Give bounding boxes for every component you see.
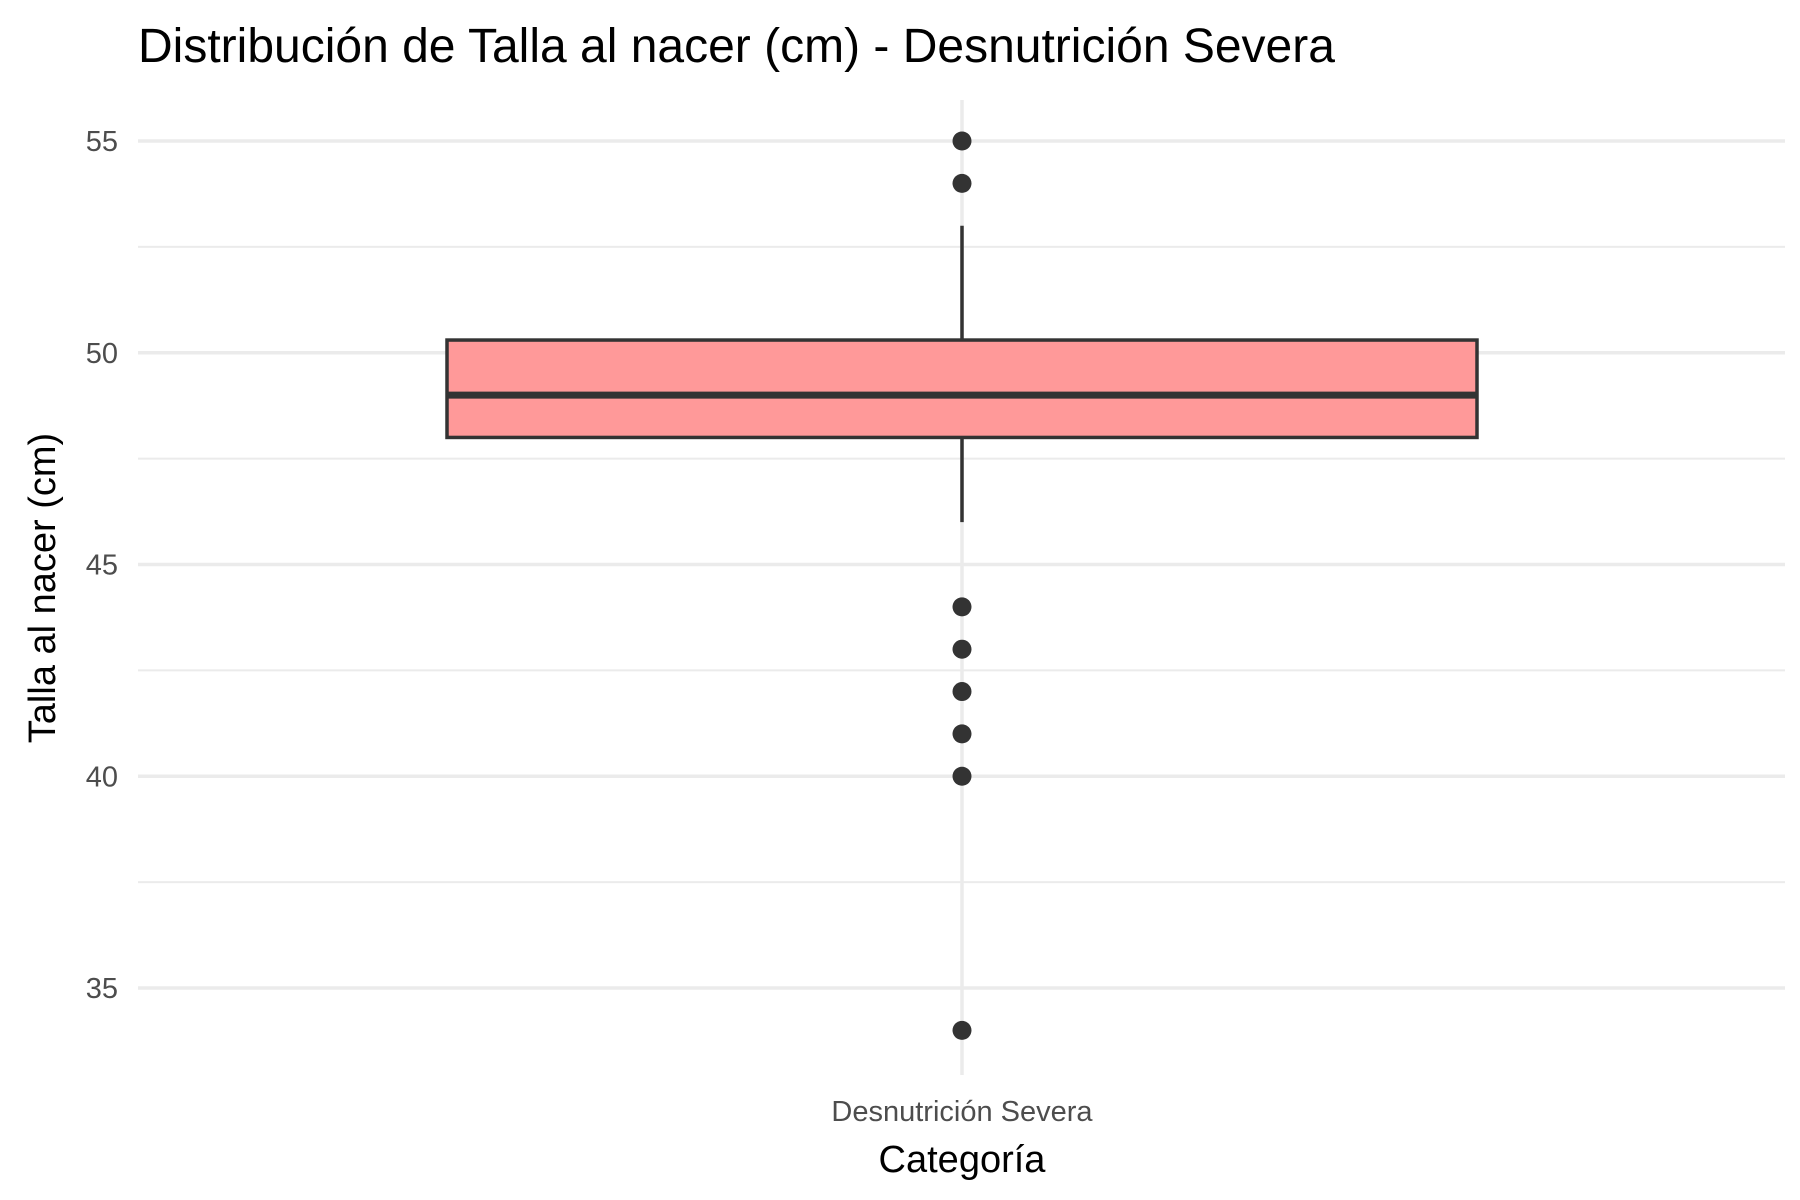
- outlier-point: [952, 597, 972, 617]
- outlier-points: [952, 131, 972, 1040]
- y-tick-label: 35: [86, 973, 118, 1005]
- y-tick-label: 55: [86, 126, 118, 158]
- chart-title: Distribución de Talla al nacer (cm) - De…: [138, 20, 1335, 73]
- y-tick-label: 40: [86, 761, 118, 793]
- outlier-point: [952, 639, 972, 659]
- y-tick-label: 45: [86, 550, 118, 582]
- y-axis-title: Talla al nacer (cm): [22, 433, 64, 743]
- outlier-point: [952, 682, 972, 702]
- outlier-point: [952, 724, 972, 744]
- outlier-point: [952, 766, 972, 786]
- boxplot: [445, 225, 1479, 523]
- iqr-box: [445, 338, 1479, 440]
- x-axis-title: Categoría: [879, 1139, 1047, 1181]
- outlier-point: [952, 173, 972, 193]
- y-axis-ticks: 35 40 45 50 55: [86, 126, 118, 1005]
- x-axis-ticks: Desnutrición Severa: [831, 1096, 1093, 1128]
- x-tick-label: Desnutrición Severa: [831, 1096, 1093, 1128]
- outlier-point: [952, 131, 972, 151]
- y-tick-label: 50: [86, 338, 118, 370]
- outlier-point: [952, 1020, 972, 1040]
